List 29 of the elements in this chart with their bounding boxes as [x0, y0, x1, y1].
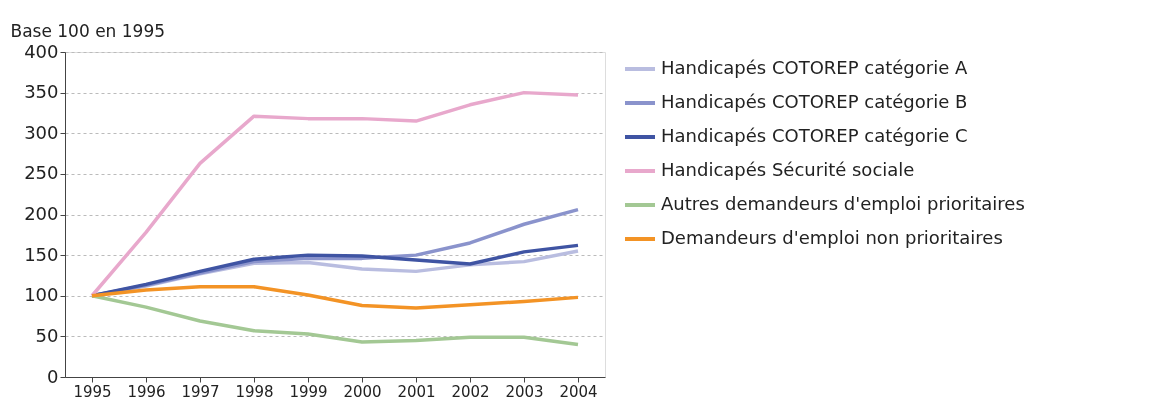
y-tick-label: 100 — [24, 284, 59, 306]
legend-label: Handicapés COTOREP catégorie C — [661, 125, 968, 146]
y-axis-title: Base 100 en 1995 — [10, 20, 166, 41]
x-tick-label: 1998 — [235, 382, 274, 401]
legend-label: Handicapés Sécurité sociale — [661, 159, 915, 180]
line-series — [90, 285, 580, 310]
y-tick-label: 250 — [24, 162, 59, 184]
line-series — [90, 294, 580, 347]
y-tick-label: 400 — [24, 40, 59, 62]
x-tick-label: 2000 — [343, 382, 382, 401]
x-tick-label: 1997 — [181, 382, 220, 401]
y-tick-label: 0 — [47, 365, 59, 387]
x-tick-label: 2001 — [397, 382, 436, 401]
y-tick-label: 200 — [24, 203, 59, 224]
x-tick-label: 2002 — [451, 382, 490, 401]
y-tick-label: 350 — [24, 81, 59, 103]
legend-label: Autres demandeurs d'emploi prioritaires — [661, 193, 1025, 214]
x-tick-label: 2004 — [559, 382, 598, 401]
x-tick-label: 1999 — [289, 382, 328, 401]
y-tick-label: 300 — [24, 121, 59, 143]
x-tick-label: 1996 — [127, 382, 166, 401]
y-tick-label: 50 — [35, 324, 59, 346]
legend-label: Demandeurs d'emploi non prioritaires — [661, 227, 1003, 248]
y-tick-label: 150 — [24, 243, 59, 265]
legend-label: Handicapés COTOREP catégorie B — [661, 91, 968, 112]
x-tick-label: 1995 — [73, 382, 112, 401]
legend-label: Handicapés COTOREP catégorie A — [661, 57, 968, 78]
x-tick-label: 2003 — [505, 382, 544, 401]
line-series — [90, 90, 580, 298]
